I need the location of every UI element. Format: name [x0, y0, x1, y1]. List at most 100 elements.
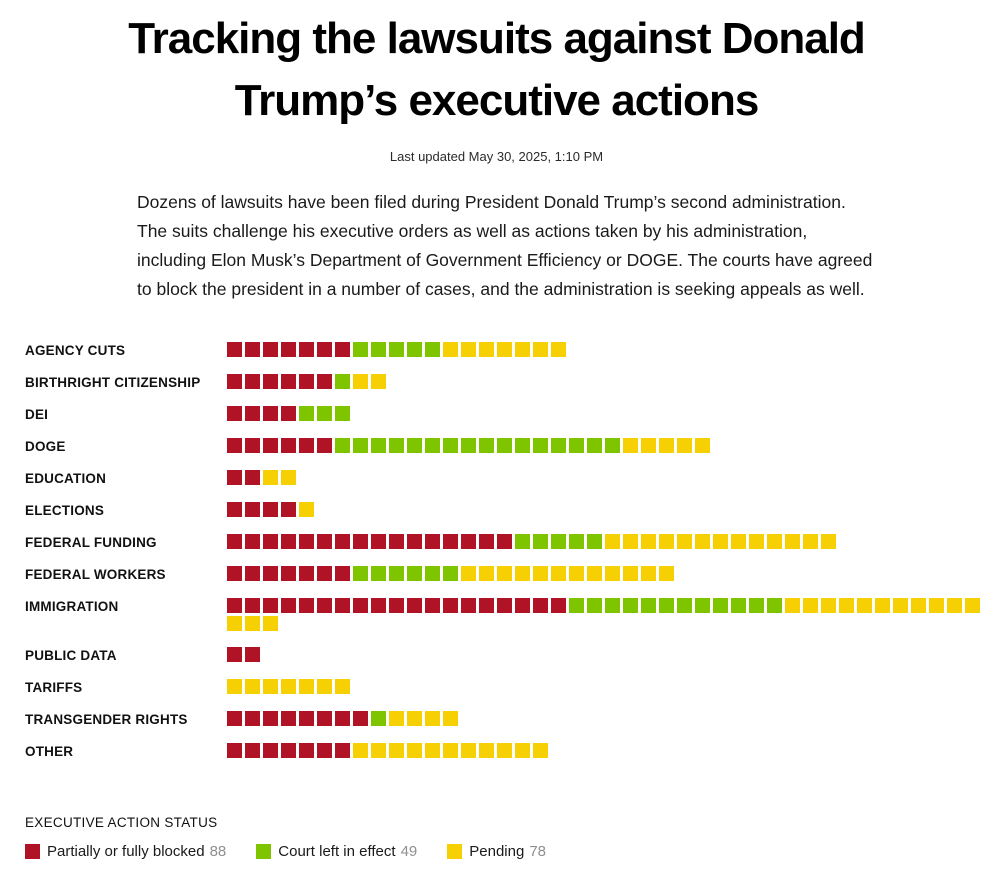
lawsuit-square-effect[interactable]	[353, 565, 368, 581]
lawsuit-square-blocked[interactable]	[227, 646, 242, 662]
lawsuit-square-blocked[interactable]	[299, 742, 314, 758]
lawsuit-square-effect[interactable]	[767, 597, 782, 613]
lawsuit-square-effect[interactable]	[695, 597, 710, 613]
lawsuit-square-effect[interactable]	[461, 437, 476, 453]
lawsuit-square-pending[interactable]	[965, 597, 980, 613]
lawsuit-square-blocked[interactable]	[245, 646, 260, 662]
lawsuit-square-blocked[interactable]	[317, 742, 332, 758]
lawsuit-square-blocked[interactable]	[281, 533, 296, 549]
lawsuit-square-blocked[interactable]	[299, 373, 314, 389]
lawsuit-square-blocked[interactable]	[479, 533, 494, 549]
lawsuit-square-blocked[interactable]	[227, 710, 242, 726]
lawsuit-square-blocked[interactable]	[299, 341, 314, 357]
lawsuit-square-blocked[interactable]	[281, 710, 296, 726]
lawsuit-square-pending[interactable]	[533, 565, 548, 581]
lawsuit-square-blocked[interactable]	[335, 565, 350, 581]
lawsuit-square-pending[interactable]	[695, 437, 710, 453]
lawsuit-square-blocked[interactable]	[299, 437, 314, 453]
lawsuit-square-pending[interactable]	[425, 710, 440, 726]
lawsuit-square-pending[interactable]	[875, 597, 890, 613]
lawsuit-square-blocked[interactable]	[263, 501, 278, 517]
lawsuit-square-blocked[interactable]	[551, 597, 566, 613]
lawsuit-square-blocked[interactable]	[299, 710, 314, 726]
lawsuit-square-blocked[interactable]	[317, 373, 332, 389]
lawsuit-square-pending[interactable]	[641, 533, 656, 549]
lawsuit-square-pending[interactable]	[803, 597, 818, 613]
lawsuit-square-effect[interactable]	[407, 341, 422, 357]
lawsuit-square-effect[interactable]	[569, 597, 584, 613]
lawsuit-square-blocked[interactable]	[227, 533, 242, 549]
lawsuit-square-blocked[interactable]	[299, 597, 314, 613]
lawsuit-square-pending[interactable]	[659, 565, 674, 581]
lawsuit-square-blocked[interactable]	[263, 742, 278, 758]
lawsuit-square-blocked[interactable]	[281, 437, 296, 453]
lawsuit-square-blocked[interactable]	[479, 597, 494, 613]
lawsuit-square-pending[interactable]	[407, 710, 422, 726]
lawsuit-square-blocked[interactable]	[353, 597, 368, 613]
lawsuit-square-blocked[interactable]	[245, 597, 260, 613]
lawsuit-square-blocked[interactable]	[317, 597, 332, 613]
lawsuit-square-blocked[interactable]	[425, 533, 440, 549]
lawsuit-square-pending[interactable]	[677, 533, 692, 549]
lawsuit-square-pending[interactable]	[263, 469, 278, 485]
lawsuit-square-blocked[interactable]	[317, 710, 332, 726]
lawsuit-square-pending[interactable]	[749, 533, 764, 549]
lawsuit-square-blocked[interactable]	[245, 405, 260, 421]
lawsuit-square-effect[interactable]	[605, 437, 620, 453]
lawsuit-square-pending[interactable]	[713, 533, 728, 549]
lawsuit-square-effect[interactable]	[731, 597, 746, 613]
lawsuit-square-blocked[interactable]	[335, 597, 350, 613]
lawsuit-square-blocked[interactable]	[317, 533, 332, 549]
lawsuit-square-blocked[interactable]	[281, 565, 296, 581]
lawsuit-square-blocked[interactable]	[263, 710, 278, 726]
lawsuit-square-effect[interactable]	[443, 565, 458, 581]
lawsuit-square-effect[interactable]	[569, 437, 584, 453]
lawsuit-square-effect[interactable]	[407, 437, 422, 453]
lawsuit-square-blocked[interactable]	[263, 437, 278, 453]
lawsuit-square-blocked[interactable]	[335, 533, 350, 549]
lawsuit-square-blocked[interactable]	[227, 742, 242, 758]
lawsuit-square-pending[interactable]	[659, 437, 674, 453]
lawsuit-square-blocked[interactable]	[335, 742, 350, 758]
lawsuit-square-blocked[interactable]	[245, 533, 260, 549]
lawsuit-square-pending[interactable]	[641, 437, 656, 453]
lawsuit-square-pending[interactable]	[317, 678, 332, 694]
lawsuit-square-blocked[interactable]	[371, 597, 386, 613]
lawsuit-square-effect[interactable]	[587, 533, 602, 549]
lawsuit-square-blocked[interactable]	[227, 501, 242, 517]
lawsuit-square-effect[interactable]	[479, 437, 494, 453]
lawsuit-square-blocked[interactable]	[245, 710, 260, 726]
lawsuit-square-blocked[interactable]	[263, 341, 278, 357]
lawsuit-square-pending[interactable]	[893, 597, 908, 613]
lawsuit-square-blocked[interactable]	[245, 742, 260, 758]
lawsuit-square-pending[interactable]	[731, 533, 746, 549]
lawsuit-square-blocked[interactable]	[281, 501, 296, 517]
lawsuit-square-pending[interactable]	[407, 742, 422, 758]
lawsuit-square-effect[interactable]	[371, 710, 386, 726]
lawsuit-square-pending[interactable]	[785, 533, 800, 549]
lawsuit-square-blocked[interactable]	[425, 597, 440, 613]
lawsuit-square-effect[interactable]	[587, 597, 602, 613]
lawsuit-square-pending[interactable]	[515, 565, 530, 581]
lawsuit-square-pending[interactable]	[515, 341, 530, 357]
lawsuit-square-blocked[interactable]	[317, 341, 332, 357]
lawsuit-square-pending[interactable]	[623, 437, 638, 453]
lawsuit-square-effect[interactable]	[623, 597, 638, 613]
lawsuit-square-blocked[interactable]	[389, 533, 404, 549]
lawsuit-square-blocked[interactable]	[227, 341, 242, 357]
lawsuit-square-blocked[interactable]	[461, 533, 476, 549]
lawsuit-square-blocked[interactable]	[227, 469, 242, 485]
lawsuit-square-blocked[interactable]	[335, 341, 350, 357]
lawsuit-square-pending[interactable]	[461, 341, 476, 357]
lawsuit-square-pending[interactable]	[911, 597, 926, 613]
lawsuit-square-pending[interactable]	[371, 742, 386, 758]
lawsuit-square-pending[interactable]	[659, 533, 674, 549]
lawsuit-square-pending[interactable]	[263, 615, 278, 631]
lawsuit-square-effect[interactable]	[533, 437, 548, 453]
lawsuit-square-blocked[interactable]	[263, 565, 278, 581]
lawsuit-square-blocked[interactable]	[245, 341, 260, 357]
lawsuit-square-effect[interactable]	[749, 597, 764, 613]
lawsuit-square-blocked[interactable]	[263, 373, 278, 389]
lawsuit-square-pending[interactable]	[227, 615, 242, 631]
lawsuit-square-blocked[interactable]	[389, 597, 404, 613]
